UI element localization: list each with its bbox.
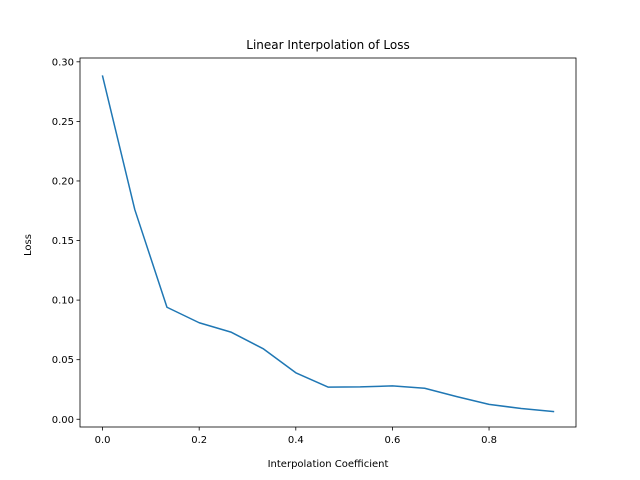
y-tick-label: 0.00 <box>52 415 74 426</box>
y-tick-label: 0.30 <box>52 57 74 68</box>
plot-area <box>79 57 577 428</box>
plot-frame <box>79 57 577 428</box>
y-tick-label: 0.15 <box>52 236 74 247</box>
x-tick-label: 0.6 <box>384 435 400 446</box>
y-tick-label: 0.05 <box>52 355 74 366</box>
chart-title: Linear Interpolation of Loss <box>246 38 409 52</box>
x-tick-label: 0.2 <box>191 435 207 446</box>
series-line-0 <box>101 75 555 413</box>
y-axis-ticks: 0.00 0.05 0.10 0.15 0.20 0.25 0.30 <box>52 57 80 426</box>
y-tick-label: 0.25 <box>52 117 74 128</box>
x-axis-ticks: 0.0 0.2 0.4 0.6 0.8 <box>95 427 497 446</box>
y-tick-label: 0.10 <box>52 296 74 307</box>
x-tick-label: 0.4 <box>288 435 304 446</box>
x-tick-label: 0.0 <box>95 435 111 446</box>
y-tick-label: 0.20 <box>52 176 74 187</box>
x-tick-label: 0.8 <box>481 435 497 446</box>
y-axis-label: Loss <box>23 234 34 256</box>
x-axis-label: Interpolation Coefficient <box>268 459 389 470</box>
